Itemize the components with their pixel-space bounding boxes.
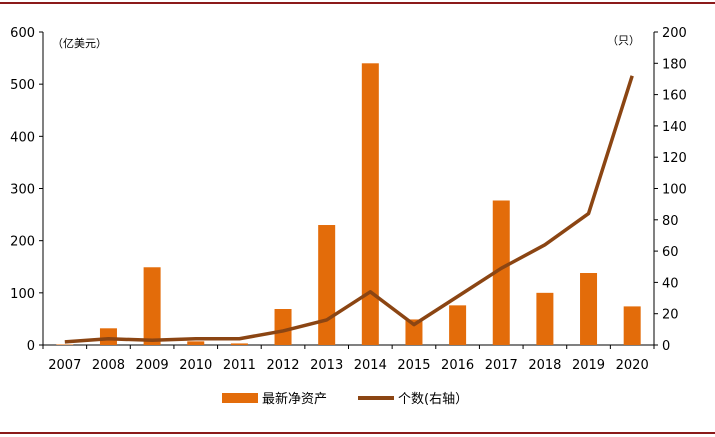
x-tick-label: 2010 (179, 358, 212, 373)
legend-item-bar: 最新净资产 (222, 388, 327, 407)
right-tick-label: 100 (662, 183, 687, 198)
x-tick-label: 2015 (397, 358, 430, 373)
right-tick-label: 180 (662, 57, 687, 72)
count-line (64, 75, 634, 344)
left-tick-label: 400 (10, 130, 35, 145)
right-tick-label: 20 (662, 308, 679, 323)
bar-2019 (580, 273, 598, 345)
legend-swatch-bar (222, 392, 258, 403)
combo-chart: 0 100 200 300 400 500 600 0 20 40 60 80 100 120 140 160… (10, 26, 687, 373)
x-tick-label: 2007 (48, 358, 81, 373)
right-tick-label: 120 (662, 151, 687, 166)
x-tick-label: 2009 (136, 358, 169, 373)
right-axis-unit: （只） (607, 34, 640, 47)
x-tick-label: 2013 (310, 358, 343, 373)
bar-2014 (361, 63, 379, 346)
tick-labels: 0 100 200 300 400 500 600 0 20 40 60 80 100 120 140 160… (10, 26, 687, 373)
x-tick-label: 2020 (616, 358, 649, 373)
x-tick-label: 2012 (266, 358, 299, 373)
bar-2020 (623, 306, 641, 345)
left-tick-label: 100 (10, 287, 35, 302)
bar-2015 (405, 319, 423, 345)
bar-2016 (449, 305, 467, 345)
bar-2008 (99, 328, 117, 345)
right-tick-label: 80 (662, 214, 679, 229)
legend-label-bar: 最新净资产 (262, 392, 328, 407)
bottom-rule (0, 432, 715, 434)
left-tick-label: 300 (10, 183, 35, 198)
x-tick-label: 2016 (441, 358, 474, 373)
left-axis-unit: （亿美元） (52, 37, 107, 50)
bar-2009 (143, 267, 161, 345)
x-tick-label: 2017 (485, 358, 518, 373)
left-tick-label: 600 (10, 26, 35, 41)
left-tick-label: 200 (10, 235, 35, 250)
right-tick-label: 60 (662, 245, 679, 260)
legend-swatch-line (358, 395, 394, 400)
bar-2011 (230, 343, 248, 345)
x-tick-label: 2011 (223, 358, 256, 373)
left-tick-label: 0 (27, 339, 35, 354)
x-tick-label: 2018 (528, 358, 561, 373)
right-tick-label: 0 (662, 339, 670, 354)
legend: 最新净资产 个数(右轴） (0, 388, 715, 408)
top-rule (0, 2, 715, 4)
right-tick-label: 140 (662, 120, 687, 135)
bar-2018 (536, 292, 554, 345)
bar-series (56, 63, 641, 346)
right-tick-label: 160 (662, 89, 687, 104)
bar-2012 (274, 309, 292, 345)
bar-2007 (56, 344, 74, 345)
legend-label-line: 个数(右轴） (398, 392, 469, 407)
x-tick-label: 2019 (572, 358, 605, 373)
bar-2017 (492, 200, 510, 345)
right-tick-label: 40 (662, 276, 679, 291)
line-series-layer (64, 75, 634, 344)
x-tick-label: 2008 (92, 358, 125, 373)
axes (42, 32, 655, 346)
legend-item-line: 个数(右轴） (358, 388, 468, 407)
bar-2010 (187, 341, 205, 345)
bar-2013 (318, 225, 336, 345)
x-tick-label: 2014 (354, 358, 387, 373)
left-tick-label: 500 (10, 78, 35, 93)
right-tick-label: 200 (662, 26, 687, 41)
